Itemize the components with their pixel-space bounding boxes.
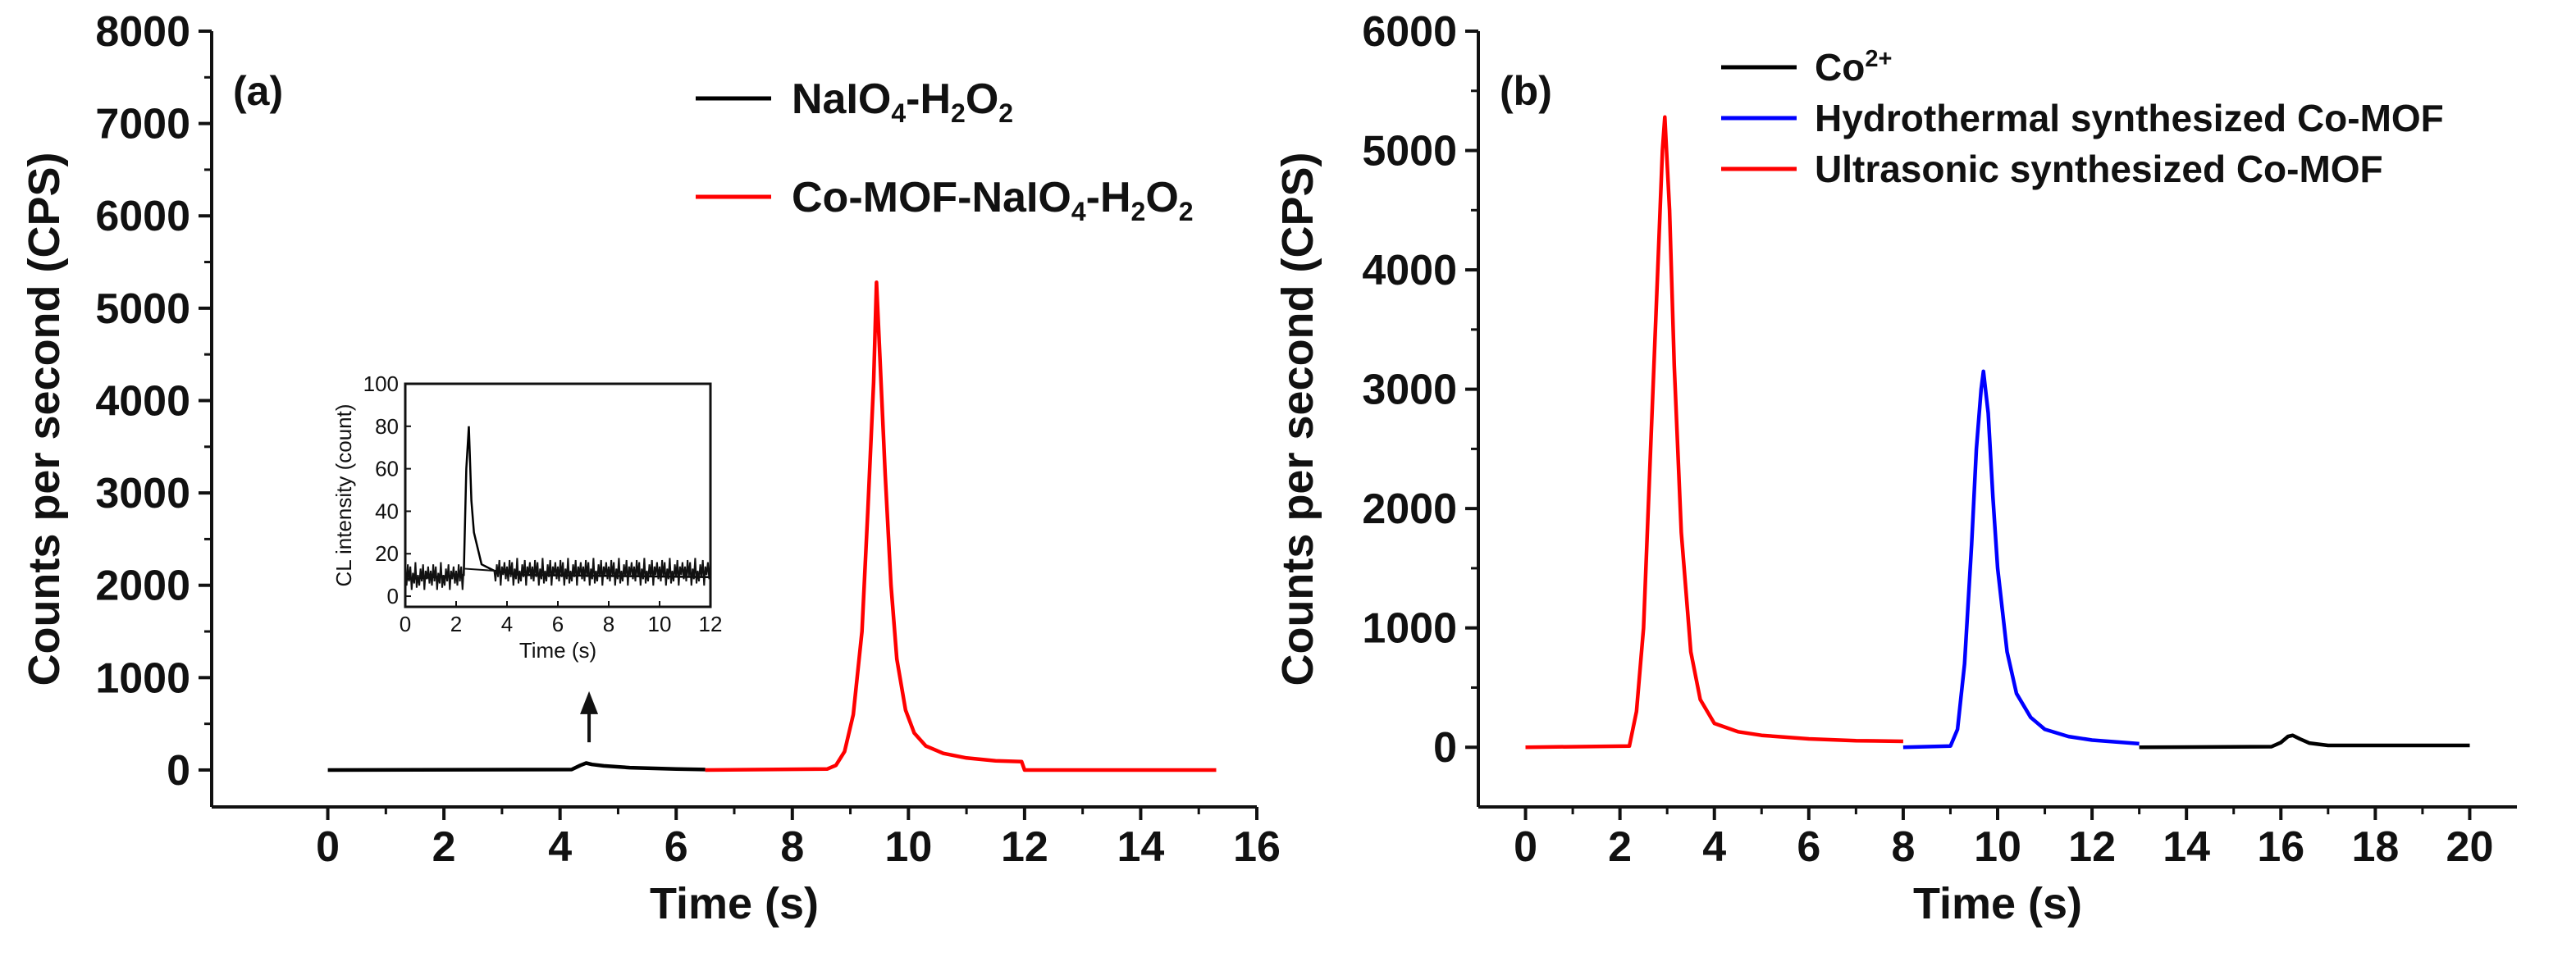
legend-label: NaIO4-H2O2 xyxy=(792,75,1013,128)
y-tick-label: 6000 xyxy=(1362,8,1457,56)
y-tick-label: 6000 xyxy=(95,193,190,240)
x-tick-label: 16 xyxy=(1233,823,1281,871)
y-tick-label: 1000 xyxy=(1362,605,1457,653)
series-line-1 xyxy=(705,280,1217,772)
x-tick-label: 6 xyxy=(665,823,688,871)
x-tick-label: 2 xyxy=(1608,823,1632,871)
x-tick-label: 12 xyxy=(2068,823,2116,871)
y-axis-title: Counts per second (CPS) xyxy=(20,152,69,686)
x-tick-label: 8 xyxy=(780,823,804,871)
inset-x-tick-label: 4 xyxy=(501,612,513,636)
legend-label: Hydrothermal synthesized Co-MOF xyxy=(1815,97,2444,139)
y-tick-label: 4000 xyxy=(95,377,190,425)
x-tick-label: 0 xyxy=(316,823,340,871)
x-tick-label: 12 xyxy=(1001,823,1048,871)
y-tick-label: 4000 xyxy=(1362,247,1457,294)
x-tick-label: 14 xyxy=(1117,823,1165,871)
inset-y-tick-label: 0 xyxy=(387,584,399,608)
series-line-2 xyxy=(1525,115,1903,750)
panel-b-chart: 0 2 4 6 8 10 12 14 16 18 20 0 1000 2000 3000 4000 5000 60… xyxy=(1273,8,2517,928)
x-tick-label: 14 xyxy=(2163,823,2210,871)
inset-x-tick-label: 0 xyxy=(400,612,411,636)
y-tick-label: 0 xyxy=(167,747,190,795)
x-tick-label: 16 xyxy=(2257,823,2304,871)
x-tick-label: 8 xyxy=(1891,823,1915,871)
arrow-head xyxy=(580,690,599,714)
x-tick-label: 18 xyxy=(2351,823,2399,871)
inset-y-tick-label: 80 xyxy=(375,414,399,439)
inset-x-tick-label: 8 xyxy=(603,612,614,636)
panel-label: (a) xyxy=(233,68,283,114)
y-tick-label: 2000 xyxy=(95,563,190,610)
legend-label: Co-MOF-NaIO4-H2O2 xyxy=(792,174,1194,226)
y-tick-label: 0 xyxy=(1433,724,1457,772)
y-axis-title: Counts per second (CPS) xyxy=(1273,152,1322,686)
x-tick-label: 20 xyxy=(2446,823,2494,871)
inset-y-axis-title: CL intensity (count) xyxy=(331,403,356,586)
y-tick-label: 7000 xyxy=(95,101,190,148)
panel-a-chart: 0 2 4 6 8 10 12 14 16010002000300040005000600070… xyxy=(20,8,1281,928)
legend-label: Ultrasonic synthesized Co-MOF xyxy=(1815,148,2383,190)
x-tick-label: 6 xyxy=(1797,823,1820,871)
inset-x-tick-label: 6 xyxy=(552,612,564,636)
series-line-0 xyxy=(327,761,706,772)
inset-x-tick-label: 12 xyxy=(699,612,723,636)
x-tick-label: 4 xyxy=(548,823,572,871)
inset-y-tick-label: 100 xyxy=(363,371,399,396)
x-tick-label: 10 xyxy=(1974,823,2021,871)
panel-label: (b) xyxy=(1500,68,1552,114)
legend-label: Co2+ xyxy=(1815,46,1892,89)
x-axis-title: Time (s) xyxy=(650,879,819,928)
x-tick-label: 10 xyxy=(884,823,932,871)
inset-noise-line xyxy=(404,558,711,590)
y-tick-label: 8000 xyxy=(95,8,190,56)
x-tick-label: 4 xyxy=(1702,823,1726,871)
y-tick-label: 5000 xyxy=(95,285,190,333)
inset-y-tick-label: 20 xyxy=(375,541,399,566)
series-line-1 xyxy=(1902,369,2140,750)
x-axis-title: Time (s) xyxy=(1913,879,2082,928)
series-line-0 xyxy=(2139,733,2470,750)
x-tick-label: 0 xyxy=(1514,823,1537,871)
inset-x-tick-label: 10 xyxy=(648,612,672,636)
y-tick-label: 3000 xyxy=(1362,367,1457,414)
y-tick-label: 5000 xyxy=(1362,128,1457,175)
inset-x-axis-title: Time (s) xyxy=(519,638,596,663)
x-tick-label: 2 xyxy=(432,823,456,871)
y-tick-label: 1000 xyxy=(95,654,190,702)
inset-chart: 0 2 4 6 8 10 12 0 20 40 60 80 100 Time (s) CL intensit… xyxy=(331,371,722,663)
y-tick-label: 3000 xyxy=(95,470,190,517)
inset-y-tick-label: 40 xyxy=(375,499,399,523)
inset-y-tick-label: 60 xyxy=(375,457,399,481)
inset-x-tick-label: 2 xyxy=(450,612,462,636)
y-tick-label: 2000 xyxy=(1362,485,1457,533)
